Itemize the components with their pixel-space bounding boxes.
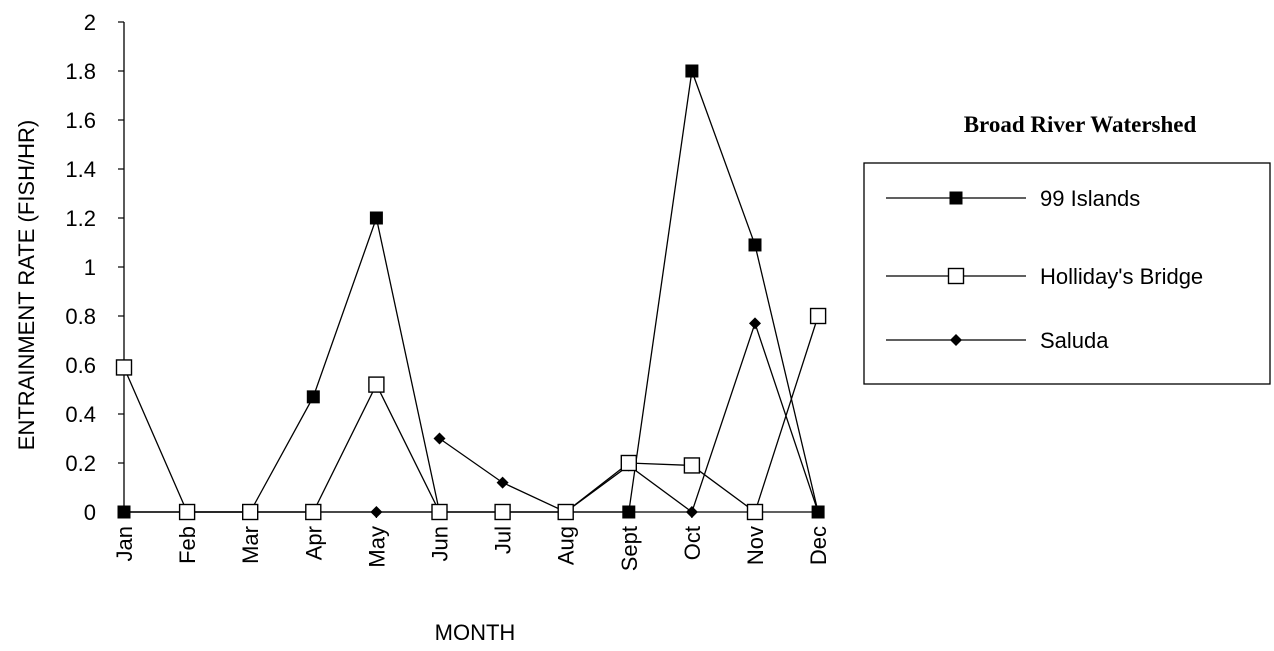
- data-point: [683, 457, 701, 474]
- data-point: [622, 505, 636, 519]
- data-point: [305, 503, 322, 521]
- data-point: [370, 506, 383, 518]
- data-point: [494, 503, 511, 521]
- x-tick-label: May: [364, 526, 389, 568]
- data-point: [746, 503, 764, 521]
- x-axis-title: MONTH: [435, 620, 516, 645]
- data-point: [306, 390, 320, 404]
- x-tick-label: Dec: [806, 526, 831, 565]
- legend-item: 99 Islands: [886, 186, 1140, 211]
- x-tick-label: Nov: [743, 526, 768, 565]
- data-point: [748, 238, 762, 252]
- data-point: [433, 432, 446, 445]
- data-point: [241, 503, 259, 521]
- y-tick-label: 0.4: [65, 402, 96, 427]
- series-markers-1: [115, 307, 827, 521]
- y-tick-label: 1: [84, 255, 96, 280]
- data-point: [368, 376, 385, 393]
- data-point: [118, 506, 130, 518]
- data-point: [809, 307, 827, 325]
- data-point: [749, 317, 761, 330]
- series-line: [439, 321, 819, 514]
- x-tick-label: Apr: [301, 526, 326, 560]
- data-point: [685, 64, 699, 78]
- y-tick-label: 2: [84, 10, 96, 35]
- series-line: [123, 315, 819, 514]
- series-layer: [115, 64, 827, 521]
- y-tick-label: 1.2: [65, 206, 96, 231]
- y-tick-label: 1.4: [65, 157, 96, 182]
- legend-marker: [947, 267, 965, 285]
- data-point: [557, 503, 574, 521]
- legend-marker: [950, 334, 962, 346]
- y-tick-label: 0.2: [65, 451, 96, 476]
- data-point: [496, 476, 509, 489]
- x-tick-label: Mar: [238, 526, 263, 564]
- y-tick-label: 0.8: [65, 304, 96, 329]
- y-tick-label: 0: [84, 500, 96, 525]
- legend-title: Broad River Watershed: [964, 112, 1197, 137]
- data-point: [178, 503, 196, 521]
- plot-area: 0 0.2 0.4 0.6 0.8 1 1.2 1.4 1.6 1.8 2 Jan Feb Mar Apr M…: [65, 10, 831, 571]
- legend-label: Saluda: [1040, 328, 1109, 353]
- y-axis-title: ENTRAINMENT RATE (FISH/HR): [14, 120, 39, 450]
- x-tick-label: Sept: [617, 526, 642, 571]
- x-tick-label: Jan: [112, 526, 137, 561]
- x-tick-label: Feb: [175, 526, 200, 564]
- data-point: [620, 454, 637, 472]
- series-markers-2: [118, 317, 825, 518]
- y-tick-label: 1.6: [65, 108, 96, 133]
- y-tick-label: 0.6: [65, 353, 96, 378]
- series-2: [124, 321, 819, 514]
- series-markers-0: [117, 64, 825, 519]
- data-point: [369, 211, 383, 225]
- legend-item: Saluda: [886, 328, 1109, 353]
- legend-item: Holliday's Bridge: [886, 264, 1203, 289]
- data-point: [685, 506, 698, 518]
- x-tick-label: Jun: [428, 526, 453, 561]
- data-point: [812, 506, 825, 518]
- legend-label: 99 Islands: [1040, 186, 1140, 211]
- series-1: [123, 315, 819, 514]
- x-tick-label: Oct: [680, 526, 705, 560]
- x-tick-label: Jul: [491, 526, 516, 554]
- legend-box: [863, 162, 1271, 385]
- data-point: [431, 503, 448, 521]
- legend-label: Holliday's Bridge: [1040, 264, 1203, 289]
- legend-marker: [949, 191, 963, 205]
- data-point: [115, 359, 133, 376]
- legend: 99 Islands Holliday's Bridge Saluda: [863, 162, 1271, 385]
- x-tick-label: Aug: [554, 526, 579, 565]
- y-tick-label: 1.8: [65, 59, 96, 84]
